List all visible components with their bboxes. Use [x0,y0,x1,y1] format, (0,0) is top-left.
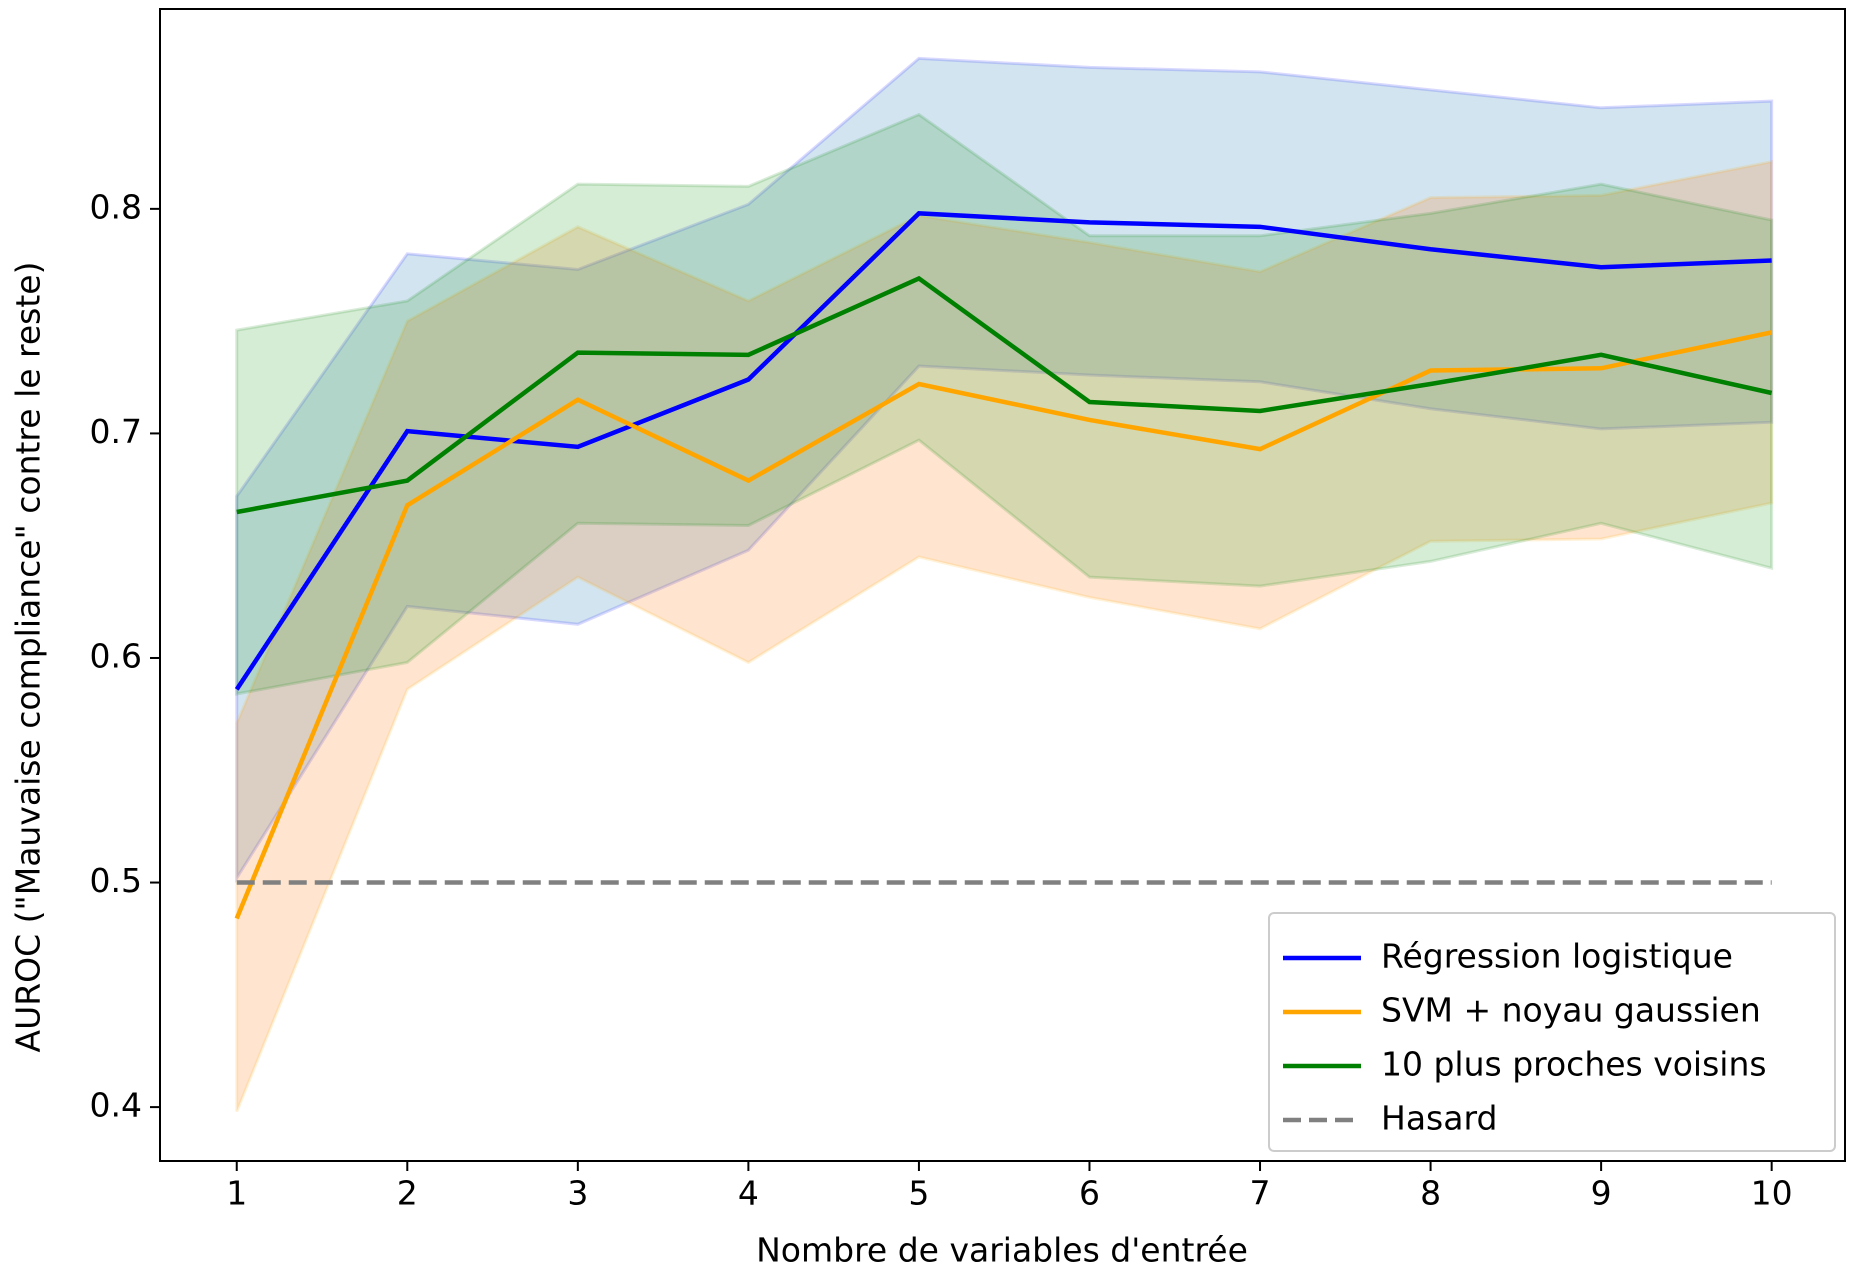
y-tick-label: 0.8 [90,187,142,226]
x-tick-label: 9 [1591,1174,1612,1213]
y-tick-label: 0.4 [90,1086,142,1125]
y-tick-label: 0.6 [90,636,142,675]
legend-label: 10 plus proches voisins [1381,1045,1767,1084]
legend-label: Régression logistique [1381,937,1733,976]
confidence-band [235,56,1774,884]
x-tick-label: 10 [1751,1174,1793,1213]
plot-frame [159,8,1846,1162]
x-tick-label: 6 [1079,1174,1100,1213]
x-tick-label: 1 [226,1174,247,1213]
legend-label: SVM + noyau gaussien [1381,991,1761,1030]
y-tick-label: 0.7 [90,412,142,451]
y-tick-label: 0.5 [90,861,142,900]
x-tick-label: 2 [397,1174,418,1213]
x-tick-label: 8 [1420,1174,1441,1213]
series-line [236,275,1773,515]
confidence-band [235,159,1774,1113]
x-tick-label: 4 [738,1174,759,1213]
x-tick-label: 3 [567,1174,588,1213]
legend-box [1268,912,1836,1152]
series-line [234,211,1772,691]
legend-label: Hasard [1381,1099,1497,1138]
x-tick-label: 7 [1250,1174,1271,1213]
legend: Régression logistique SVM + noyau gaussie… [1268,912,1836,1152]
y-axis-label: AUROC ("Mauvaise compliance" contre le r… [9,262,48,1053]
x-axis-label: Nombre de variables d'entrée [756,1231,1248,1270]
x-tick-label: 5 [908,1174,929,1213]
